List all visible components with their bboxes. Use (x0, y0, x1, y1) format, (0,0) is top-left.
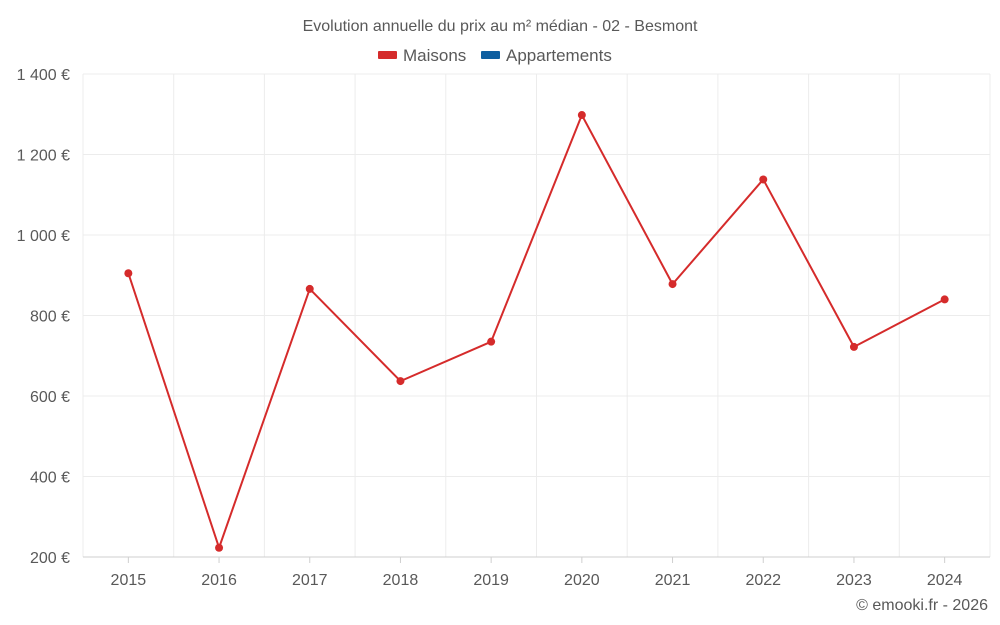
y-tick-label: 800 € (30, 309, 70, 326)
x-tick-label: 2021 (655, 572, 691, 589)
x-tick-label: 2022 (745, 572, 781, 589)
series-maisons (124, 111, 949, 552)
chart-title: Evolution annuelle du prix au m² médian … (303, 18, 698, 35)
x-tick-label: 2016 (201, 572, 237, 589)
x-tick-label: 2023 (836, 572, 872, 589)
x-tick-label: 2015 (111, 572, 147, 589)
y-tick-label: 200 € (30, 550, 70, 567)
x-tick-label: 2018 (383, 572, 419, 589)
data-point-maisons[interactable] (215, 543, 224, 552)
data-point-maisons[interactable] (577, 111, 586, 120)
data-point-maisons[interactable] (940, 295, 949, 304)
data-point-maisons[interactable] (668, 280, 677, 289)
legend-swatch-appartements (481, 51, 500, 59)
y-axis-ticks: 200 € 400 € 600 € 800 € 1 000 € 1 200 € 1 400 … (17, 67, 70, 567)
grid (82, 73, 991, 558)
y-tick-label: 1 400 € (17, 67, 70, 84)
data-point-maisons[interactable] (487, 337, 496, 346)
data-point-maisons[interactable] (396, 377, 405, 386)
legend-item-maisons[interactable]: Maisons (378, 46, 466, 65)
legend-swatch-maisons (378, 51, 397, 59)
data-point-maisons[interactable] (124, 269, 133, 278)
legend-label-maisons: Maisons (403, 46, 466, 65)
data-point-maisons[interactable] (759, 175, 768, 184)
credit: © emooki.fr - 2026 (856, 597, 988, 614)
series-line-maisons (127, 114, 946, 549)
data-point-maisons[interactable] (849, 342, 858, 351)
x-tick-label: 2019 (473, 572, 509, 589)
y-tick-label: 400 € (30, 470, 70, 487)
x-tick-label: 2020 (564, 572, 600, 589)
y-tick-label: 1 000 € (17, 228, 70, 245)
legend-label-appartements: Appartements (506, 46, 612, 65)
x-axis-ticks: 2015 2016 2017 2018 2019 2020 2021 2022 2023 2024 (111, 557, 963, 589)
x-tick-label: 2024 (927, 572, 963, 589)
y-tick-label: 600 € (30, 389, 70, 406)
y-tick-label: 1 200 € (17, 148, 70, 165)
legend[interactable]: Maisons Appartements (378, 46, 612, 65)
x-tick-label: 2017 (292, 572, 328, 589)
legend-item-appartements[interactable]: Appartements (481, 46, 612, 65)
data-point-maisons[interactable] (305, 284, 314, 293)
